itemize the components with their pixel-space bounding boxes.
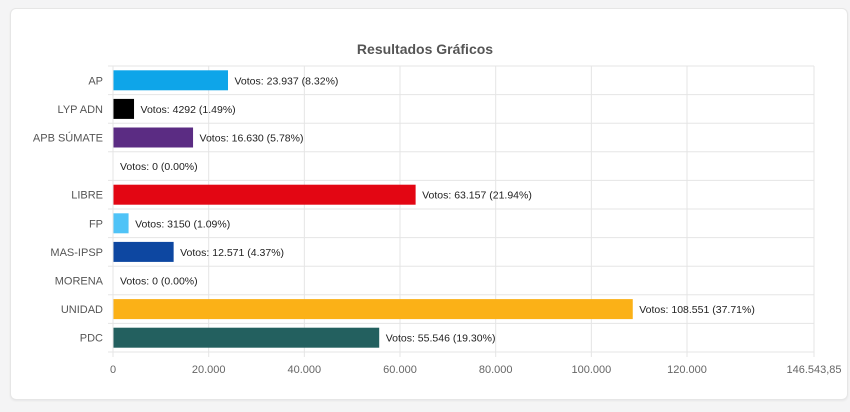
bar[interactable] [113, 70, 229, 91]
bars [113, 70, 633, 348]
data-label: Votos: 23.937 (8.32%) [235, 75, 339, 87]
data-label: Votos: 4292 (1.49%) [141, 104, 236, 116]
bar[interactable] [113, 184, 416, 205]
bar[interactable] [113, 213, 129, 234]
category-label: UNIDAD [61, 304, 103, 316]
x-tick-label: 120.000 [667, 364, 707, 376]
bar[interactable] [113, 98, 135, 119]
x-tick-label: 0 [110, 364, 116, 376]
data-label: Votos: 55.546 (19.30%) [386, 333, 496, 345]
category-label: LIBRE [71, 190, 103, 202]
category-label: LYP ADN [58, 104, 104, 116]
data-label: Votos: 0 (0.00%) [120, 276, 198, 288]
data-label: Votos: 3150 (1.09%) [135, 218, 230, 230]
chart-card: Resultados Gráficos AP LYP ADN APB SÚMATE L… [10, 8, 848, 400]
bar[interactable] [113, 327, 380, 348]
data-label: Votos: 63.157 (21.94%) [422, 190, 532, 202]
x-tick-label: 40.000 [288, 364, 322, 376]
chart-title: Resultados Gráficos [357, 41, 493, 57]
bar[interactable] [113, 241, 174, 262]
data-labels: Votos: 23.937 (8.32%) Votos: 4292 (1.49%)… [120, 75, 755, 344]
category-label: APB SÚMATE [33, 132, 103, 145]
grid-lines [108, 65, 815, 357]
category-label: MAS-IPSP [50, 247, 103, 259]
category-label: FP [89, 218, 103, 230]
data-label: Votos: 0 (0.00%) [120, 161, 198, 173]
category-label: AP [88, 75, 103, 87]
category-label: MORENA [55, 276, 104, 288]
x-tick-label: 20.000 [192, 364, 226, 376]
bar[interactable] [113, 127, 194, 148]
x-tick-label: 100.000 [571, 364, 611, 376]
bar-chart: Resultados Gráficos AP LYP ADN APB SÚMATE L… [33, 41, 842, 376]
data-label: Votos: 12.571 (4.37%) [180, 247, 284, 259]
data-label: Votos: 108.551 (37.71%) [639, 304, 755, 316]
bar[interactable] [113, 299, 633, 320]
category-label: PDC [80, 333, 103, 345]
x-tick-label: 60.000 [383, 364, 417, 376]
x-tick-label: 80.000 [479, 364, 513, 376]
data-label: Votos: 16.630 (5.78%) [200, 133, 304, 145]
category-labels: AP LYP ADN APB SÚMATE LIBRE FP MAS-IPSP MORENA… [33, 75, 104, 344]
x-axis-ticks: 0 20.000 40.000 60.000 80.000 100.000 120.000 1… [110, 364, 842, 376]
x-tick-label: 146.543,85 [786, 364, 841, 376]
